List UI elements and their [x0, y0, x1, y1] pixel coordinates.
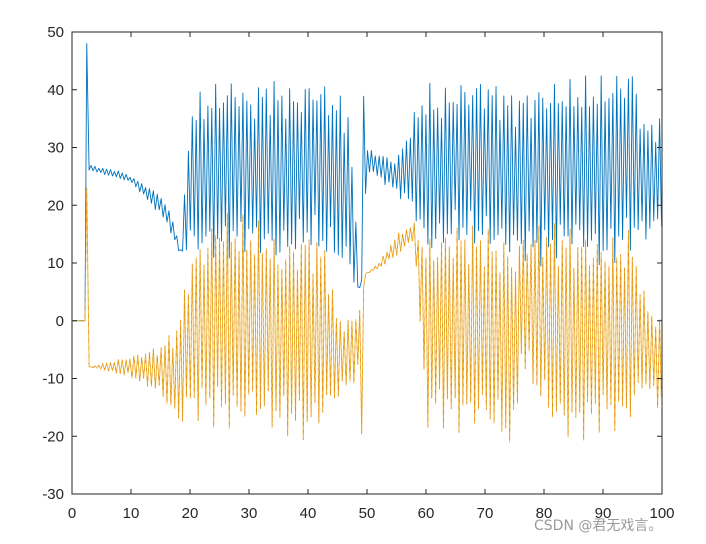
- watermark-text: CSDN @君无戏言。: [534, 518, 662, 534]
- x-tick-label: 60: [418, 505, 435, 522]
- y-tick-label: 30: [47, 140, 64, 157]
- x-tick-label: 0: [68, 505, 76, 522]
- x-tick-label: 10: [123, 505, 140, 522]
- plot-area: [71, 31, 663, 495]
- series-line-2-overlay: [72, 187, 662, 442]
- series-layer: [72, 43, 662, 443]
- axes-box: [71, 31, 663, 495]
- x-tick-label: 80: [536, 505, 553, 522]
- y-tick-label: 10: [47, 255, 64, 272]
- x-tick-label: 50: [359, 505, 376, 522]
- x-tick-label: 30: [241, 505, 258, 522]
- y-tick-label: -20: [42, 428, 64, 445]
- x-tick-label: 90: [595, 505, 612, 522]
- x-tick-label: 70: [477, 505, 494, 522]
- x-axis: 0 10 20 30 40 50 60 70 80 90 100: [68, 32, 675, 522]
- series-line-1: [72, 43, 662, 322]
- x-tick-label: 40: [300, 505, 317, 522]
- y-tick-label: 0: [56, 313, 64, 330]
- y-tick-label: 50: [47, 24, 64, 41]
- y-tick-label: -30: [42, 486, 64, 503]
- y-tick-label: 20: [47, 197, 64, 214]
- y-tick-label: 40: [47, 82, 64, 99]
- x-tick-label: 20: [182, 505, 199, 522]
- x-tick-label: 100: [649, 505, 674, 522]
- y-axis: -30 -20 -10 0 10 20 30 40 50: [42, 24, 662, 503]
- y-tick-label: -10: [42, 371, 64, 388]
